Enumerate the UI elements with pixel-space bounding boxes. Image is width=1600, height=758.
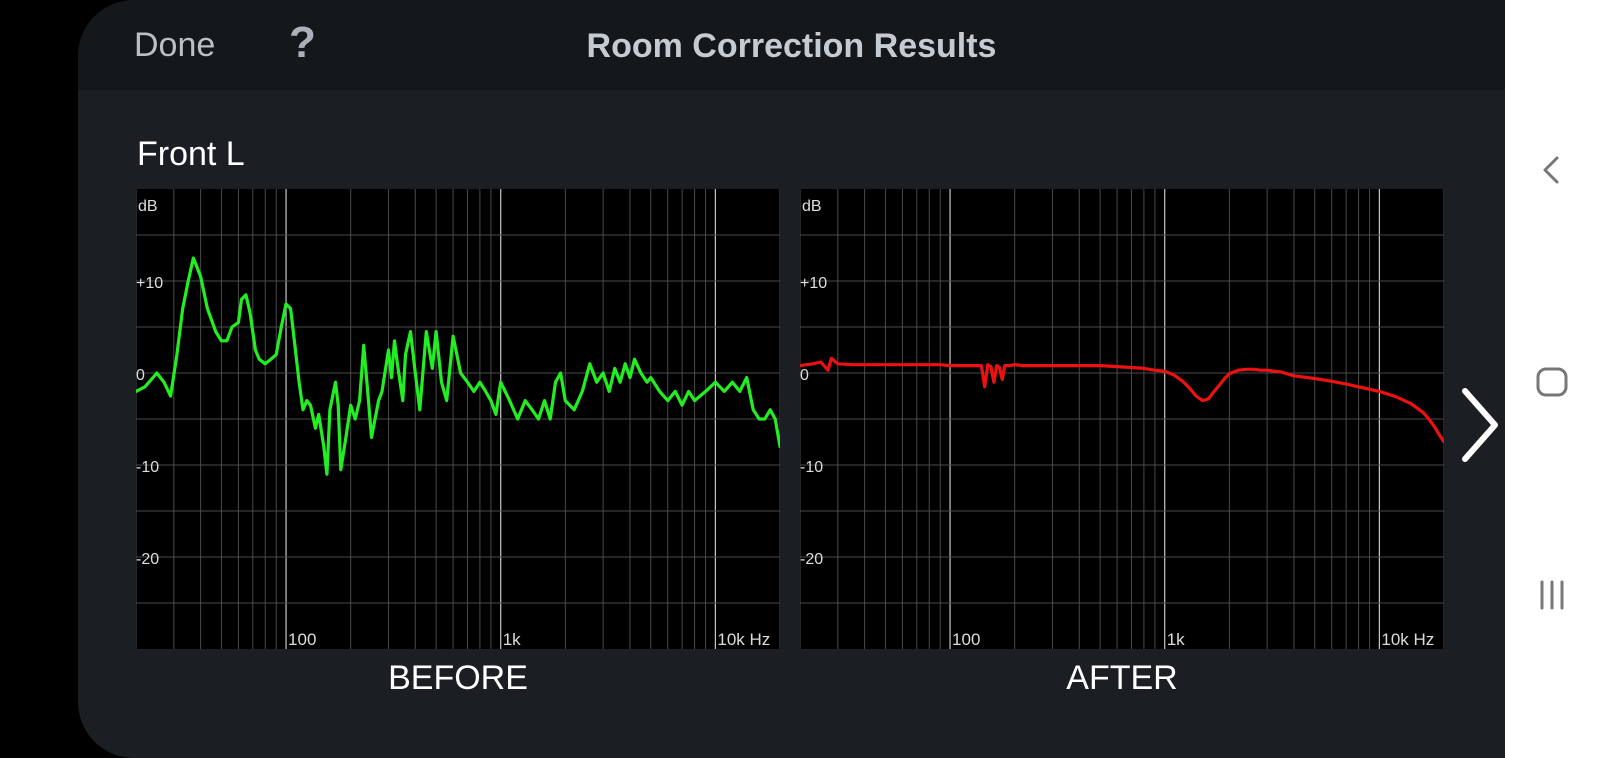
grid-lines bbox=[800, 189, 1444, 649]
before-chart-svg: dB +10 0 -10 -20 100 1k 10k Hz bbox=[136, 189, 780, 649]
after-response-line bbox=[800, 356, 1444, 444]
results-sheet: Done ? Room Correction Results Front L d… bbox=[78, 0, 1505, 758]
y-tick-label: -10 bbox=[800, 459, 823, 476]
done-button[interactable]: Done bbox=[134, 26, 216, 64]
x-tick-label: 10k Hz bbox=[717, 630, 770, 649]
back-button[interactable] bbox=[1527, 145, 1577, 195]
page-title: Room Correction Results bbox=[586, 27, 997, 65]
x-tick-label: 1k bbox=[1167, 630, 1185, 649]
recents-button[interactable] bbox=[1527, 570, 1577, 620]
chevron-right-icon bbox=[1462, 388, 1498, 462]
grid-lines bbox=[136, 189, 780, 649]
x-tick-label: 100 bbox=[288, 630, 316, 649]
after-chart: dB +10 0 -10 -20 100 1k 10k Hz bbox=[800, 189, 1444, 649]
x-tick-label: 10k Hz bbox=[1381, 630, 1434, 649]
next-channel-button[interactable] bbox=[1455, 385, 1505, 465]
back-icon bbox=[1543, 156, 1559, 184]
y-tick-label: +10 bbox=[800, 275, 827, 292]
y-tick-label: +10 bbox=[136, 275, 163, 292]
y-tick-label: -10 bbox=[136, 459, 159, 476]
unit-label: dB bbox=[802, 198, 822, 215]
home-button[interactable] bbox=[1527, 357, 1577, 407]
system-nav-bar bbox=[1505, 0, 1600, 758]
before-response-line bbox=[136, 256, 780, 476]
x-tick-label: 1k bbox=[503, 630, 521, 649]
recents-icon bbox=[1540, 580, 1564, 610]
unit-label: dB bbox=[138, 198, 158, 215]
before-chart: dB +10 0 -10 -20 100 1k 10k Hz bbox=[136, 189, 780, 649]
top-bar: Done ? Room Correction Results bbox=[78, 0, 1505, 90]
y-tick-label: 0 bbox=[800, 367, 809, 384]
channel-name: Front L bbox=[137, 135, 245, 173]
y-tick-label: 0 bbox=[136, 367, 145, 384]
before-caption: BEFORE bbox=[388, 659, 528, 697]
y-tick-label: -20 bbox=[136, 551, 159, 568]
y-tick-label: -20 bbox=[800, 551, 823, 568]
after-chart-svg: dB +10 0 -10 -20 100 1k 10k Hz bbox=[800, 189, 1444, 649]
home-icon bbox=[1536, 367, 1568, 397]
help-button[interactable]: ? bbox=[289, 18, 316, 67]
after-caption: AFTER bbox=[1066, 659, 1178, 697]
x-tick-label: 100 bbox=[952, 630, 980, 649]
